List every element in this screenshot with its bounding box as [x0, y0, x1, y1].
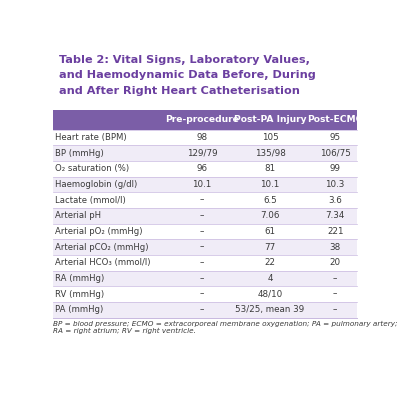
Bar — [53, 302, 357, 318]
Bar — [53, 270, 357, 286]
Bar — [53, 192, 357, 208]
Bar — [53, 255, 357, 270]
Text: 10.1: 10.1 — [260, 180, 280, 189]
Text: PA (mmHg): PA (mmHg) — [55, 305, 103, 314]
Text: BP = blood pressure; ECMO = extracorporeal membrane oxygenation; PA = pulmonary : BP = blood pressure; ECMO = extracorpore… — [53, 320, 398, 334]
Text: 7.06: 7.06 — [260, 211, 280, 220]
Text: and After Right Heart Catheterisation: and After Right Heart Catheterisation — [59, 86, 300, 96]
Text: 3.6: 3.6 — [328, 196, 342, 204]
Text: –: – — [333, 290, 337, 298]
Text: O₂ saturation (%): O₂ saturation (%) — [55, 164, 129, 173]
Text: –: – — [200, 274, 204, 283]
Bar — [53, 110, 357, 130]
Text: 10.3: 10.3 — [326, 180, 345, 189]
Text: 135/98: 135/98 — [255, 149, 286, 158]
Text: 61: 61 — [265, 227, 276, 236]
Text: 129/79: 129/79 — [186, 149, 217, 158]
Text: Post-ECMO: Post-ECMO — [307, 115, 364, 124]
Bar — [53, 224, 357, 239]
Text: 77: 77 — [264, 242, 276, 252]
Text: Pre-procedure: Pre-procedure — [165, 115, 239, 124]
Text: Table 2: Vital Signs, Laboratory Values,: Table 2: Vital Signs, Laboratory Values, — [59, 55, 310, 65]
Text: Arterial HCO₃ (mmol/l): Arterial HCO₃ (mmol/l) — [55, 258, 150, 267]
Text: –: – — [200, 196, 204, 204]
Text: 4: 4 — [267, 274, 273, 283]
Text: 221: 221 — [327, 227, 344, 236]
Text: 53/25, mean 39: 53/25, mean 39 — [236, 305, 305, 314]
Text: –: – — [200, 305, 204, 314]
Text: –: – — [200, 227, 204, 236]
Text: 95: 95 — [330, 133, 341, 142]
Text: 81: 81 — [264, 164, 276, 173]
Text: BP (mmHg): BP (mmHg) — [55, 149, 103, 158]
Text: 6.5: 6.5 — [263, 196, 277, 204]
Text: RV (mmHg): RV (mmHg) — [55, 290, 104, 298]
Text: 105: 105 — [262, 133, 278, 142]
Text: Haemoglobin (g/dl): Haemoglobin (g/dl) — [55, 180, 137, 189]
Bar — [53, 208, 357, 224]
Text: 38: 38 — [330, 242, 341, 252]
Text: 10.1: 10.1 — [192, 180, 212, 189]
Text: –: – — [200, 211, 204, 220]
Text: 99: 99 — [330, 164, 341, 173]
Text: RA (mmHg): RA (mmHg) — [55, 274, 104, 283]
Text: 22: 22 — [265, 258, 276, 267]
Bar — [53, 239, 357, 255]
Text: 98: 98 — [196, 133, 208, 142]
Bar — [53, 145, 357, 161]
Text: 20: 20 — [330, 258, 341, 267]
Text: Heart rate (BPM): Heart rate (BPM) — [55, 133, 126, 142]
Text: Arterial pCO₂ (mmHg): Arterial pCO₂ (mmHg) — [55, 242, 148, 252]
Text: 7.34: 7.34 — [326, 211, 345, 220]
Text: and Haemodynamic Data Before, During: and Haemodynamic Data Before, During — [59, 70, 316, 80]
Bar — [53, 286, 357, 302]
Bar — [53, 176, 357, 192]
Text: –: – — [200, 290, 204, 298]
Text: Arterial pH: Arterial pH — [55, 211, 101, 220]
Text: 96: 96 — [196, 164, 208, 173]
Text: –: – — [200, 242, 204, 252]
Text: 48/10: 48/10 — [258, 290, 283, 298]
Text: –: – — [200, 258, 204, 267]
Text: Arterial pO₂ (mmHg): Arterial pO₂ (mmHg) — [55, 227, 142, 236]
Bar — [53, 130, 357, 145]
Text: Lactate (mmol/l): Lactate (mmol/l) — [55, 196, 126, 204]
Text: Post-PA Injury: Post-PA Injury — [234, 115, 306, 124]
Bar — [53, 161, 357, 176]
Text: 106/75: 106/75 — [320, 149, 351, 158]
Text: –: – — [333, 274, 337, 283]
Text: –: – — [333, 305, 337, 314]
